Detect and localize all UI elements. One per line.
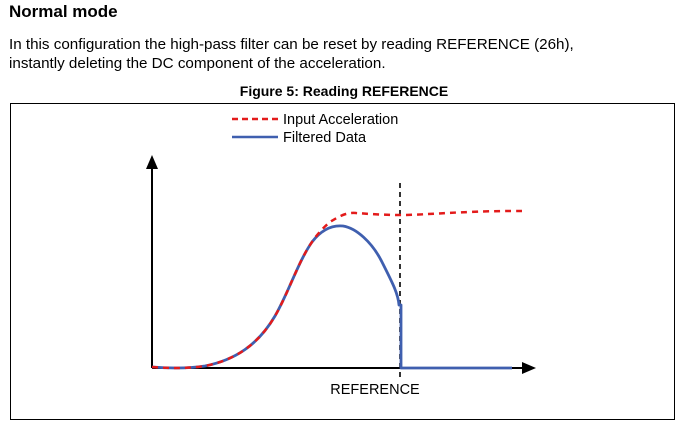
y-axis-arrow xyxy=(146,155,158,169)
legend-input-label: Input Acceleration xyxy=(283,112,398,128)
figure-caption: Figure 5: Reading REFERENCE xyxy=(239,83,449,99)
x-axis-arrow xyxy=(522,362,536,374)
body-paragraph: In this configuration the high-pass filt… xyxy=(9,35,679,73)
paragraph-line-1: In this configuration the high-pass filt… xyxy=(9,36,574,53)
section-heading: Normal mode xyxy=(9,2,118,21)
figure-frame xyxy=(10,103,675,420)
legend-filtered-label: Filtered Data xyxy=(283,130,367,146)
filtered-data-curve xyxy=(151,224,512,370)
input-acceleration-curve xyxy=(151,209,523,370)
paragraph-line-2: instantly deleting the DC component of t… xyxy=(9,55,386,72)
reference-axis-label: REFERENCE xyxy=(330,382,420,398)
